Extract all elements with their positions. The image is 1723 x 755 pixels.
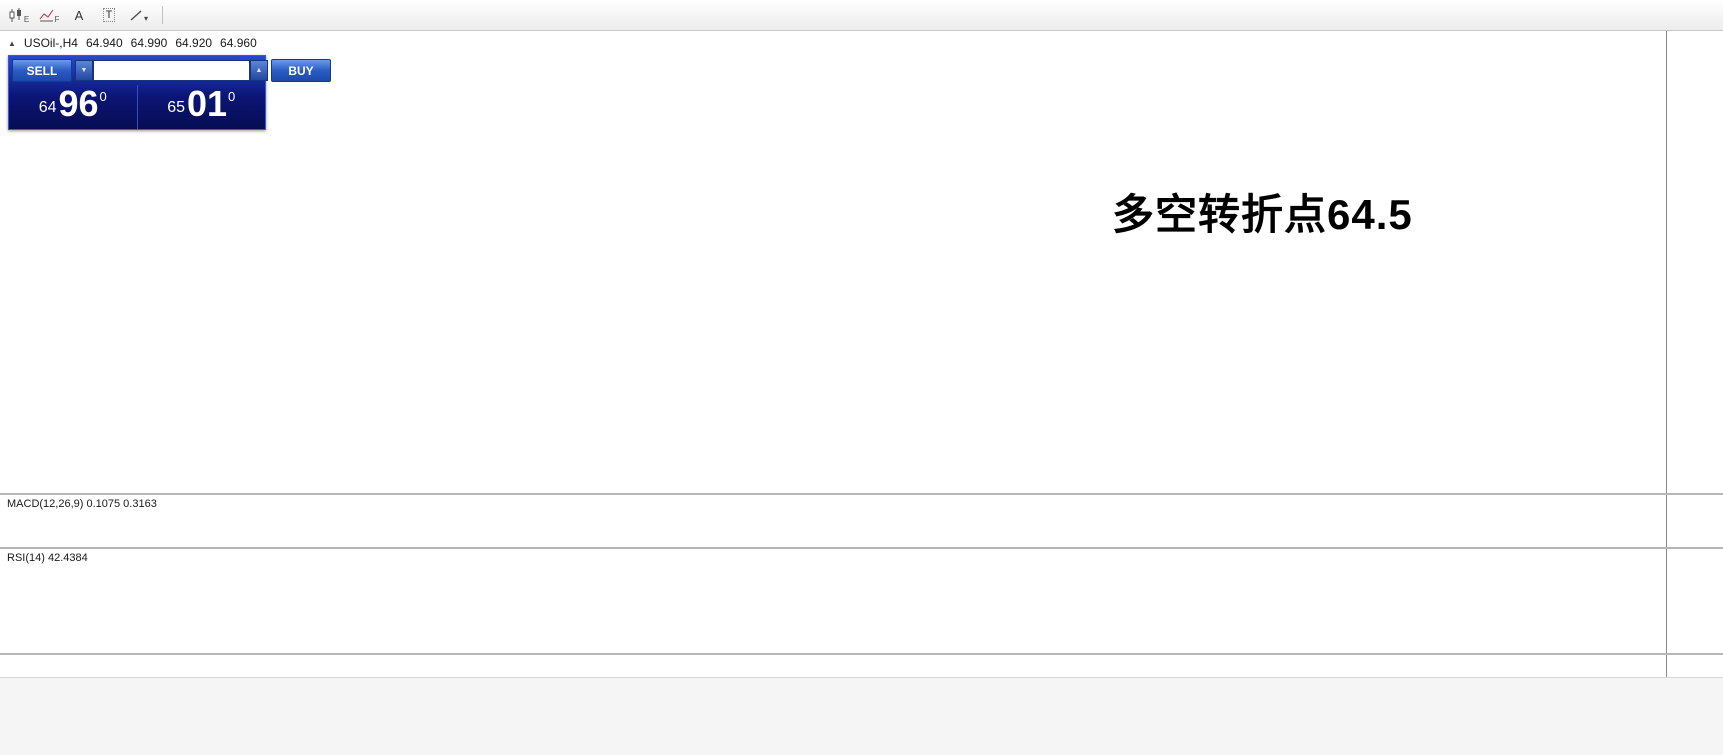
- toolbar-separator: [162, 6, 163, 24]
- text-tool-icon: A: [74, 7, 84, 23]
- bottom-strip: [0, 677, 1723, 755]
- volume-input[interactable]: [93, 60, 250, 81]
- one-click-trading-panel: SELL ▼ ▲ BUY 64 96: [8, 55, 331, 130]
- ohlc-high: 64.990: [130, 36, 168, 50]
- ohlc-open: 64.940: [85, 36, 123, 50]
- volume-control: ▼ ▲: [75, 60, 268, 81]
- time-axis[interactable]: [0, 655, 1666, 677]
- collapse-panel-icon[interactable]: ▲: [8, 38, 16, 48]
- indicator-lines-icon: [39, 9, 53, 21]
- price-axis[interactable]: [1666, 31, 1723, 677]
- rsi-panel[interactable]: RSI(14) 42.4384: [0, 549, 1666, 653]
- rsi-label: RSI(14) 42.4384: [7, 552, 88, 564]
- price-divider: [136, 85, 138, 129]
- chart-header: ▲ USOil-,H4 64.940 64.990 64.920 64.960: [8, 36, 257, 50]
- buy-price-sup: 0: [228, 88, 236, 104]
- tool-sub-label: E: [23, 15, 30, 24]
- ohlc-low: 64.920: [175, 36, 213, 50]
- toolbar: E F A T ▾: [0, 0, 1723, 31]
- sell-price-big: 96: [58, 83, 99, 125]
- label-tool-icon: T: [102, 8, 116, 22]
- chevron-down-icon: ▼: [80, 67, 88, 74]
- sell-price-display[interactable]: 64 96 0: [9, 83, 137, 125]
- buy-button[interactable]: BUY: [271, 59, 331, 82]
- chevron-down-icon: ▾: [143, 14, 148, 23]
- trendline-icon: [130, 9, 142, 21]
- chart-type-button[interactable]: E: [5, 3, 33, 27]
- chart-annotation-text: 多空转折点64.5: [1112, 191, 1413, 238]
- macd-label: MACD(12,26,9) 0.1075 0.3163: [7, 498, 157, 510]
- chevron-up-icon: ▲: [255, 67, 263, 74]
- candlestick-icon: [9, 7, 21, 22]
- text-tool-button[interactable]: A: [65, 3, 93, 27]
- panel-splitter[interactable]: [0, 653, 1723, 655]
- volume-increase-button[interactable]: ▲: [250, 60, 268, 81]
- plot-column: ▲ USOil-,H4 64.940 64.990 64.920 64.960 …: [0, 31, 1666, 677]
- panel-splitter[interactable]: [0, 493, 1723, 495]
- sell-price-sup: 0: [99, 88, 107, 104]
- indicators-button[interactable]: F: [35, 3, 63, 27]
- buy-price-big: 01: [187, 83, 228, 125]
- chart-title: USOil-,H4: [23, 36, 78, 50]
- macd-panel[interactable]: MACD(12,26,9) 0.1075 0.3163: [0, 495, 1666, 547]
- sell-price-prefix: 64: [38, 98, 57, 116]
- sell-button[interactable]: SELL: [12, 59, 72, 82]
- main-chart-panel[interactable]: ▲ USOil-,H4 64.940 64.990 64.920 64.960 …: [0, 31, 1666, 493]
- buy-price-prefix: 65: [167, 98, 185, 116]
- label-tool-button[interactable]: T: [95, 3, 123, 27]
- tool-sub-label: F: [54, 15, 60, 24]
- panel-splitter[interactable]: [0, 547, 1723, 549]
- chart-window[interactable]: ▲ USOil-,H4 64.940 64.990 64.920 64.960 …: [0, 31, 1723, 677]
- ohlc-close: 64.960: [220, 36, 257, 50]
- buy-price-display[interactable]: 65 01 0: [138, 83, 266, 125]
- shapes-dropdown-button[interactable]: ▾: [125, 3, 153, 27]
- volume-decrease-button[interactable]: ▼: [75, 60, 93, 81]
